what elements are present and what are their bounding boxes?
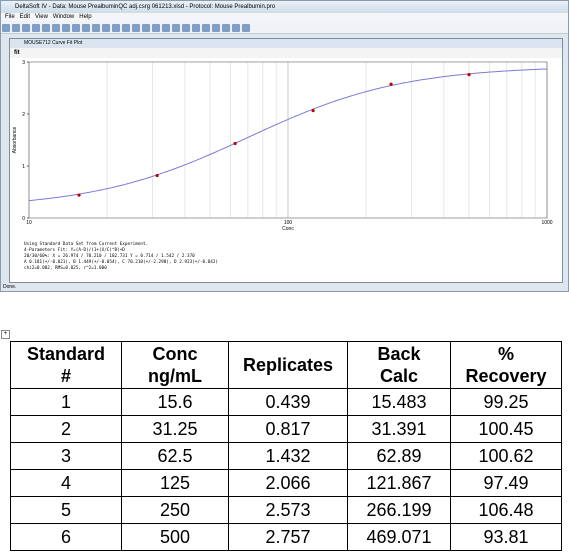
header-cell: Replicates xyxy=(228,341,348,389)
table-cell: 469.071 xyxy=(347,523,451,551)
data-point xyxy=(467,73,471,77)
x-axis-label: Conc xyxy=(282,226,294,232)
header-cell: Conc ng/mL xyxy=(121,341,229,389)
table-cell: 100.62 xyxy=(450,442,562,470)
fit-curve xyxy=(28,68,548,202)
table-cell: 500 xyxy=(121,523,229,551)
table-row: 5 250 2.573 266.199 106.48 xyxy=(10,496,562,524)
table-cell: 15.483 xyxy=(347,388,451,416)
plot-frame xyxy=(28,61,548,219)
fit-note: A 0.181(+/-0.021), B 1.449(+/-0.054), C … xyxy=(24,260,219,265)
data-point xyxy=(389,82,393,86)
table-cell: 0.817 xyxy=(228,415,348,443)
table-cell: 2 xyxy=(10,415,122,443)
data-point xyxy=(155,173,159,178)
toolbar xyxy=(1,21,568,34)
y-tick-label: 1 xyxy=(22,164,25,170)
plot-window-title: MOUSE712 Curve Fit Plot xyxy=(10,39,562,48)
table-cell: 250 xyxy=(121,496,229,524)
table-cell: 4 xyxy=(10,469,122,497)
menu-item[interactable]: Help xyxy=(79,14,92,20)
table-cell: 97.49 xyxy=(450,469,562,497)
menu-item[interactable]: Window xyxy=(52,14,75,20)
x-tick-label: 100 xyxy=(284,220,293,226)
table-cell: 93.81 xyxy=(450,523,562,551)
fit-note: 20/30/60%: X = 26.974 / 70.210 / 182.731… xyxy=(24,254,195,259)
plot: 10 100 1000 0 1 2 3 Conc Absorbance xyxy=(12,60,553,232)
table-cell: 121.867 xyxy=(347,469,451,497)
title-bar: DeltaSoft IV - Data: Mouse PrealbuminQC … xyxy=(1,1,568,13)
header-cell: % Recovery xyxy=(450,341,562,389)
table-row: 3 62.5 1.432 62.89 100.62 xyxy=(10,442,562,470)
table-cell: 100.45 xyxy=(450,415,562,443)
plot-window: MOUSE712 Curve Fit Plot fit 10 100 1000 0 1 2… xyxy=(9,38,563,283)
table-cell: 2.757 xyxy=(228,523,348,551)
menu-item[interactable]: View xyxy=(35,14,48,20)
fit-note: 4-Parameters Fit: Y=(A-D)/(1+(X/C)^B)+D xyxy=(24,248,125,253)
table-cell: 2.573 xyxy=(228,496,348,524)
table-row: 6 500 2.757 469.071 93.81 xyxy=(10,523,562,551)
data-point xyxy=(311,108,315,113)
table-cell: 0.439 xyxy=(228,388,348,416)
menu-item[interactable]: Edit xyxy=(19,14,31,20)
header-cell: Back Calc xyxy=(347,341,451,389)
table-cell: 62.89 xyxy=(347,442,451,470)
table-cell: 15.6 xyxy=(121,388,229,416)
x-tick-label: 1000 xyxy=(541,220,552,226)
data-table: Standard # Conc ng/mL Replicates Back Calc%… xyxy=(10,341,562,551)
table-row: 2 31.25 0.817 31.391 100.45 xyxy=(10,415,562,443)
table-row: 4 125 2.066 121.867 97.49 xyxy=(10,469,562,497)
header-row: Standard # Conc ng/mL Replicates Back Calc%… xyxy=(10,341,562,389)
table-cell: 106.48 xyxy=(450,496,562,524)
table-cell: 266.199 xyxy=(347,496,451,524)
header-cell: Standard # xyxy=(10,341,122,389)
table-cell: 5 xyxy=(10,496,122,524)
fit-note: Using Standard Data Set from Current Exp… xyxy=(24,242,149,247)
table-cell: 125 xyxy=(121,469,229,497)
y-tick-label: 0 xyxy=(22,216,25,222)
y-tick-label: 2 xyxy=(22,112,25,118)
plot-tab[interactable]: fit xyxy=(10,48,562,58)
table-cell: 31.25 xyxy=(121,415,229,443)
y-tick-label: 3 xyxy=(22,60,25,66)
table-row: 1 15.6 0.439 15.483 99.25 xyxy=(10,388,562,416)
menu-bar: File Edit View Window Help xyxy=(1,13,568,21)
y-axis-label: Absorbance xyxy=(12,126,18,153)
table-cell: 99.25 xyxy=(450,388,562,416)
table-cell: 31.391 xyxy=(347,415,451,443)
menu-item[interactable]: File xyxy=(5,14,15,20)
table-cell: 6 xyxy=(10,523,122,551)
data-point xyxy=(233,141,237,146)
status-bar: Done. xyxy=(3,284,17,290)
data-point xyxy=(77,193,81,197)
table-cell: 1 xyxy=(10,388,122,416)
fit-notes: Using Standard Data Set from Current Exp… xyxy=(24,242,218,272)
table-anchor[interactable]: + xyxy=(1,330,10,339)
table-cell: 2.066 xyxy=(228,469,348,497)
table-cell: 62.5 xyxy=(121,442,229,470)
x-tick-label: 10 xyxy=(26,220,32,226)
table-cell: 1.432 xyxy=(228,442,348,470)
app-window: DeltaSoft IV - Data: Mouse PrealbuminQC … xyxy=(0,0,569,292)
fit-note: chi2=0.002, RMS=0.025, r^2=1.000 xyxy=(24,266,107,271)
table-cell: 3 xyxy=(10,442,122,470)
